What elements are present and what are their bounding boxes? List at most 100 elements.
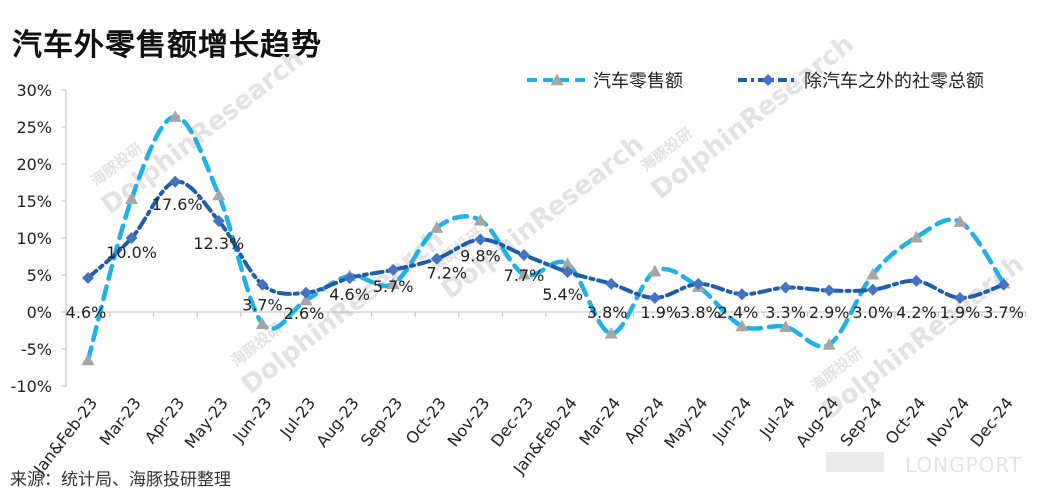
data-label: 1.9%: [940, 303, 981, 322]
data-point-marker: [779, 281, 792, 294]
legend-swatch-marker: [550, 73, 564, 86]
data-point-marker: [474, 233, 487, 246]
data-label: 12.3%: [193, 234, 244, 253]
y-tick-label: 30%: [16, 81, 52, 100]
x-tick-label: Sep-23: [357, 394, 407, 450]
watermark-text: DolphinResearch: [646, 29, 860, 205]
y-tick-label: 5%: [27, 266, 52, 285]
data-label: 3.7%: [983, 303, 1024, 322]
data-point-marker: [910, 274, 923, 287]
data-point-marker: [823, 284, 836, 297]
data-label: 3.3%: [765, 303, 806, 322]
x-tick-label: May-23: [181, 394, 232, 452]
x-tick-label: Nov-24: [923, 394, 973, 451]
y-tick-label: -5%: [21, 340, 52, 359]
data-point-marker: [866, 283, 879, 296]
legend-swatch-marker: [762, 74, 774, 86]
data-label: 4.6%: [329, 285, 370, 304]
data-point-marker: [387, 263, 400, 276]
data-point-marker: [430, 252, 443, 265]
x-tick-label: Jun-23: [228, 394, 275, 447]
data-point-marker: [736, 288, 748, 301]
data-point-marker: [343, 271, 356, 284]
chart-title: 汽车外零售额增长趋势: [12, 28, 322, 63]
data-point-marker: [822, 338, 836, 350]
data-label: 3.7%: [242, 296, 283, 315]
x-tick-label: Nov-23: [444, 394, 494, 451]
y-tick-label: 0%: [27, 303, 52, 322]
x-tick-label: May-24: [660, 394, 711, 452]
data-label: 5.4%: [542, 285, 583, 304]
watermark-logo: LONGPORT: [905, 453, 1022, 477]
data-label: 7.2%: [426, 264, 467, 283]
data-label: 4.2%: [896, 303, 937, 322]
data-label: 2.9%: [809, 303, 850, 322]
legend: 汽车零售额 除汽车之外的社零总额: [527, 71, 984, 92]
series-layer: [81, 110, 1011, 366]
data-point-marker: [169, 175, 182, 188]
data-labels-layer: 4.6%10.0%17.6%12.3%3.7% 2.6%4.6% 5.7%7.2%9…: [66, 195, 1024, 323]
data-label: 2.4%: [718, 303, 759, 322]
legend-label: 除汽车之外的社零总额: [804, 71, 984, 92]
y-tick-label: 15%: [16, 192, 52, 211]
data-point-marker: [81, 353, 95, 366]
data-point-marker: [954, 291, 966, 304]
data-label: 2.6%: [284, 304, 325, 323]
x-tick-label: Oct-24: [881, 394, 929, 448]
x-tick-label: Oct-23: [402, 394, 450, 448]
x-tick-label: Jul-23: [276, 394, 320, 442]
data-point-marker: [866, 267, 880, 280]
x-tick-label: Mar-24: [575, 394, 624, 449]
data-point-marker: [430, 221, 444, 233]
x-tick-label: Mar-23: [96, 394, 145, 449]
data-point-marker: [386, 277, 400, 290]
data-point-marker: [300, 286, 312, 299]
data-point-marker: [692, 277, 705, 290]
data-point-marker: [997, 278, 1010, 291]
data-point-marker: [168, 110, 182, 122]
data-label: 10.0%: [106, 243, 157, 262]
data-point-marker: [212, 188, 226, 201]
y-tick-label: 25%: [16, 118, 52, 137]
data-point-marker: [256, 278, 269, 291]
x-tick-label: Jul-24: [755, 394, 799, 442]
data-point-marker: [561, 266, 574, 279]
data-point-marker: [517, 267, 531, 280]
data-point-marker: [735, 319, 749, 332]
watermark-logo-mark: [826, 452, 884, 472]
data-label: 17.6%: [152, 195, 203, 214]
data-point-marker: [255, 317, 269, 330]
data-label: 9.8%: [460, 246, 501, 265]
series-line: [86, 179, 1006, 300]
y-tick-label: 10%: [16, 229, 52, 248]
data-label: 3.0%: [852, 303, 893, 322]
y-tick-label: 20%: [16, 155, 52, 174]
legend-label: 汽车零售额: [593, 71, 683, 92]
data-label: 7.7%: [504, 266, 545, 285]
x-tick-label: Aug-23: [312, 394, 362, 451]
data-label: 3.8%: [680, 303, 721, 322]
x-tick-label: Dec-24: [967, 394, 1017, 451]
data-point-marker: [125, 232, 138, 244]
data-point-marker: [125, 192, 139, 204]
data-point-marker: [648, 264, 662, 277]
x-tick-label: Jun-24: [708, 394, 755, 447]
data-point-marker: [953, 215, 967, 227]
data-point-marker: [518, 249, 530, 262]
data-point-marker: [604, 326, 618, 339]
y-axis: -10% -5% 0% 5% 10% 15% 20% 25% 30%: [11, 81, 67, 396]
data-point-marker: [605, 277, 618, 290]
data-point-marker: [473, 213, 487, 226]
y-tick-label: -10%: [11, 377, 52, 396]
data-label: 3.8%: [587, 303, 628, 322]
data-point-marker: [909, 230, 923, 243]
data-point-marker: [82, 271, 94, 284]
data-point-marker: [299, 293, 313, 306]
data-label: 5.7%: [373, 277, 414, 296]
data-label: 1.9%: [640, 303, 681, 322]
data-point-marker: [648, 291, 661, 304]
data-point-marker: [779, 320, 793, 332]
data-point-marker: [212, 214, 225, 227]
data-point-marker: [561, 257, 575, 270]
